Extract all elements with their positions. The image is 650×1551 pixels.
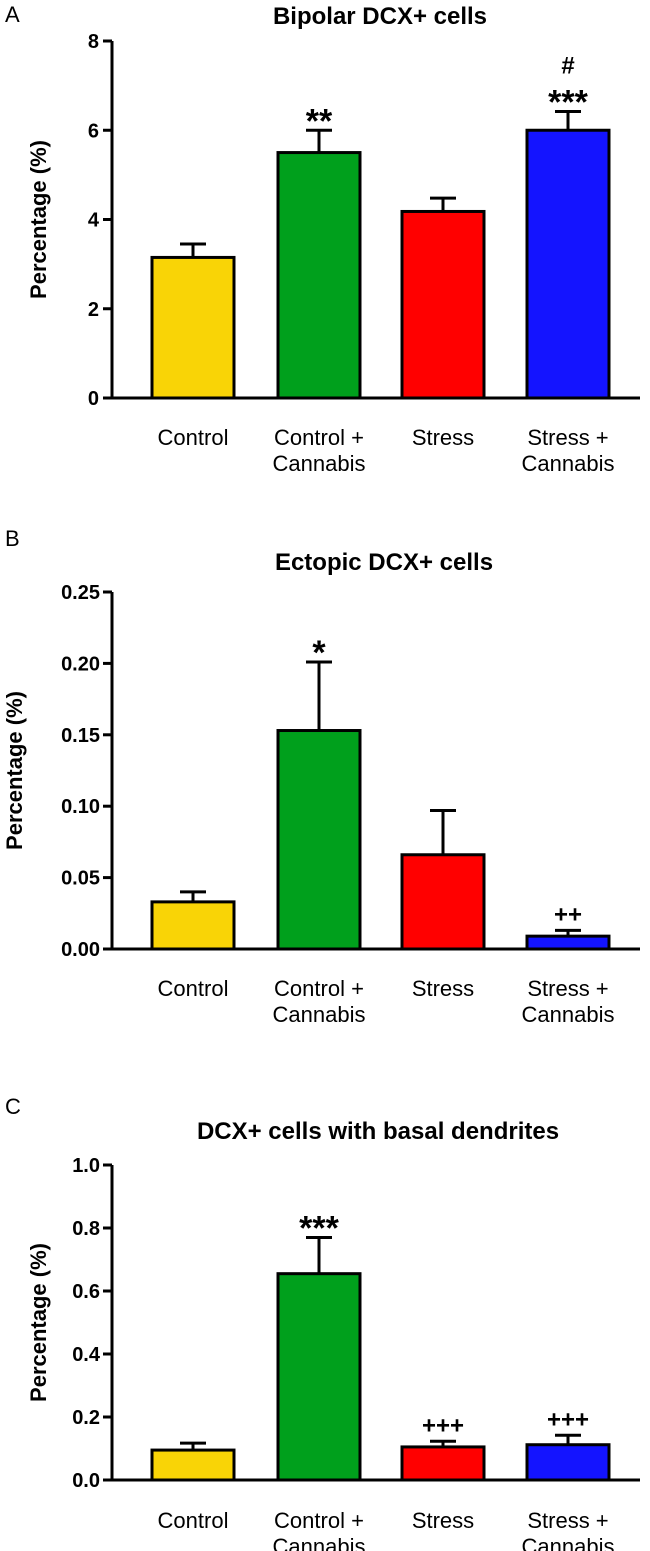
bar-stress-cannabis [525,1443,611,1482]
y-tick-label: 0.2 [72,1407,100,1429]
y-tick-label: 0.25 [61,582,100,604]
y-tick-label: 4 [88,210,100,232]
chart-title: DCX+ cells with basal dendrites [197,1118,559,1145]
y-tick-label: 2 [88,299,99,321]
y-tick-label: 0.0 [72,1470,100,1492]
category-label: Stress + [527,1508,608,1533]
category-label: Control [158,1508,229,1533]
category-label: Control [158,425,229,450]
panel-label: B [5,526,20,551]
chart-title: Bipolar DCX+ cells [273,3,487,30]
significance-marker: ++ [554,901,582,928]
category-label: Stress [412,1508,474,1533]
bar-stress [400,209,486,400]
chart-panel-a: A Bipolar DCX+ cells Percentage (%) Control… [5,2,640,476]
significance-marker: # [561,53,574,80]
category-label: Control + [274,425,364,450]
y-tick-label: 0.05 [61,868,100,890]
panel-label: A [5,2,20,27]
y-tick-label: 0.20 [61,653,100,675]
y-tick-label: 0.6 [72,1281,100,1303]
chart-panel-c: C DCX+ cells with basal dendrites Percenta… [5,1094,640,1551]
category-label: Control [158,976,229,1001]
bar-control-cannabis [276,151,362,400]
category-label: Cannabis [522,451,615,476]
y-tick-label: 8 [88,31,99,53]
significance-marker: +++ [547,1406,589,1433]
y-tick-label: 0.8 [72,1218,100,1240]
significance-marker: ** [306,102,333,140]
y-axis-label: Percentage (%) [26,1243,51,1402]
category-label: Control + [274,976,364,1001]
significance-marker: *** [548,84,588,122]
bar-control-cannabis [276,1272,362,1482]
bar-control-cannabis [276,729,362,951]
y-tick-label: 0.4 [72,1344,101,1366]
category-label: Control + [274,1508,364,1533]
bar-control [150,1448,236,1482]
bar-stress [400,853,486,951]
y-tick-label: 6 [88,120,99,142]
category-label: Stress + [527,425,608,450]
bar-stress-cannabis [525,934,611,951]
chart-panel-b: B Ectopic DCX+ cells Percentage (%) Control… [2,526,640,1027]
category-label: Stress [412,976,474,1001]
y-axis-label: Percentage (%) [26,140,51,299]
panel-label: C [5,1094,21,1119]
category-label: Cannabis [273,1002,366,1027]
bar-stress-cannabis [525,128,611,400]
category-label: Cannabis [522,1002,615,1027]
y-tick-label: 0.00 [61,939,100,961]
category-label: Cannabis [273,1534,366,1551]
category-label: Cannabis [273,451,366,476]
bar-control [150,900,236,951]
y-tick-label: 0.15 [61,725,100,747]
significance-marker: +++ [422,1412,464,1439]
category-label: Cannabis [522,1534,615,1551]
category-label: Stress + [527,976,608,1001]
category-label: Stress [412,425,474,450]
chart-title: Ectopic DCX+ cells [275,549,493,576]
y-tick-label: 1.0 [72,1155,100,1177]
bar-control [150,255,236,400]
significance-marker: *** [299,1209,339,1247]
y-tick-label: 0 [88,388,99,410]
bar-stress [400,1445,486,1482]
y-tick-label: 0.10 [61,796,100,818]
y-axis-label: Percentage (%) [2,691,27,850]
significance-marker: * [312,634,326,672]
